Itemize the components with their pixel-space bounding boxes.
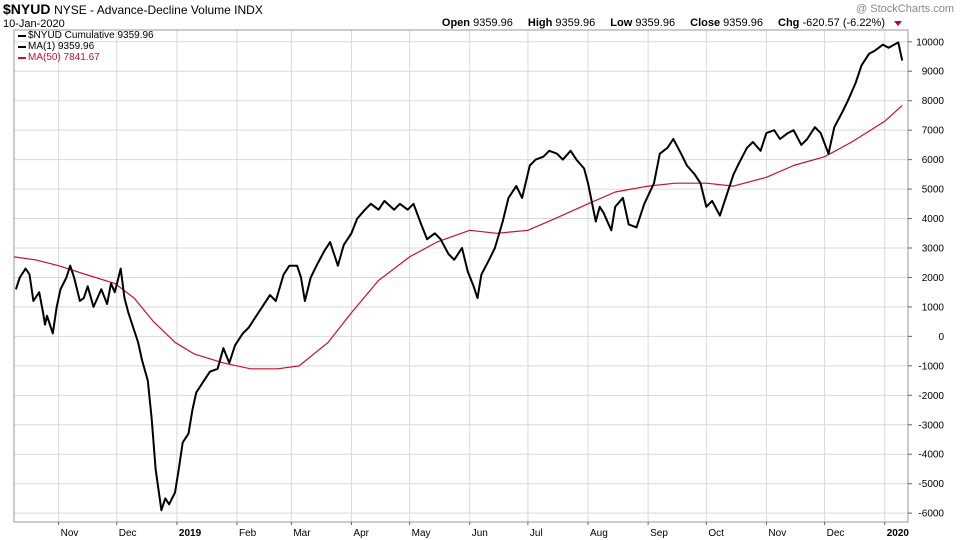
y-tick-label: 10000 (916, 37, 944, 48)
x-tick-label: 2019 (179, 528, 202, 539)
open-value: 9359.96 (473, 17, 513, 29)
symbol: $NYUD (3, 1, 51, 17)
y-tick-label: 8000 (922, 96, 945, 107)
close-label: Close (690, 17, 721, 29)
chart-header: $NYUD NYSE - Advance-Decline Volume INDX (3, 2, 263, 18)
x-tick-label: Aug (590, 528, 608, 539)
chg-label: Chg (778, 17, 800, 29)
chart-legend: $NYUD Cumulative 9359.96 MA(1) 9359.96 M… (18, 30, 154, 63)
y-tick-label: 5000 (922, 185, 945, 196)
y-tick-label: 9000 (922, 67, 945, 78)
x-tick-label: Nov (768, 528, 786, 539)
down-triangle-icon (894, 20, 902, 26)
legend-item-cumulative: $NYUD Cumulative 9359.96 (18, 30, 154, 41)
y-tick-label: -6000 (918, 509, 944, 520)
y-tick-label: 3000 (922, 244, 945, 255)
chart-grid (14, 30, 908, 522)
y-tick-label: 1000 (922, 302, 945, 313)
legend-item-ma50: MA(50) 7841.67 (18, 52, 154, 63)
y-tick-label: -3000 (918, 420, 944, 431)
legend-label: $NYUD Cumulative 9359.96 (28, 30, 154, 41)
high-label: High (527, 17, 553, 29)
y-tick-label: 4000 (922, 214, 945, 225)
x-tick-label: 2020 (887, 528, 910, 539)
y-axis: 1000090008000700060005000400030002000100… (908, 37, 945, 520)
x-tick-label: Dec (827, 528, 845, 539)
low-label: Low (610, 17, 633, 29)
y-tick-label: -4000 (918, 450, 944, 461)
watermark: @ StockCharts.com (856, 3, 954, 15)
legend-label: MA(1) 9359.96 (28, 41, 95, 52)
y-tick-label: 2000 (922, 273, 945, 284)
chart-date: 10-Jan-2020 (3, 18, 65, 30)
ohlc-bar: Open 9359.96 High 9359.96 Low 9359.96 Cl… (442, 17, 908, 30)
series-layer (13, 41, 904, 512)
x-tick-label: Feb (239, 528, 257, 539)
series-line-ma50 (13, 104, 903, 370)
legend-swatch (18, 45, 26, 48)
x-tick-label: Nov (61, 528, 79, 539)
y-tick-label: -1000 (918, 361, 944, 372)
y-tick-label: 0 (938, 332, 944, 343)
chg-value: -620.57 (-6.22%) (802, 17, 885, 29)
x-tick-label: Jul (530, 528, 543, 539)
x-tick-label: Oct (708, 528, 724, 539)
close-value: 9359.96 (723, 17, 763, 29)
legend-item-ma1: MA(1) 9359.96 (18, 41, 154, 52)
x-axis: Nov Dec 2019 Feb Mar Apr May Jun Jul Aug Sep Oct Nov… (58, 522, 910, 539)
x-tick-label: Jun (472, 528, 488, 539)
x-tick-label: Sep (650, 528, 668, 539)
x-tick-label: Mar (293, 528, 311, 539)
high-value: 9359.96 (555, 17, 596, 29)
y-tick-label: 6000 (922, 155, 945, 166)
legend-swatch (18, 34, 26, 37)
low-value: 9359.96 (635, 17, 676, 29)
legend-label: MA(50) 7841.67 (28, 52, 100, 63)
symbol-description: NYSE - Advance-Decline Volume INDX (54, 3, 263, 17)
plot-frame (13, 29, 909, 523)
x-tick-label: Apr (353, 528, 369, 539)
series-line-cumulative (14, 41, 904, 512)
y-tick-label: -5000 (918, 479, 944, 490)
open-label: Open (441, 17, 471, 29)
x-tick-label: May (412, 528, 431, 539)
x-tick-label: Dec (119, 528, 137, 539)
legend-swatch (18, 56, 26, 59)
y-tick-label: -2000 (918, 391, 944, 402)
y-tick-label: 7000 (922, 126, 945, 137)
